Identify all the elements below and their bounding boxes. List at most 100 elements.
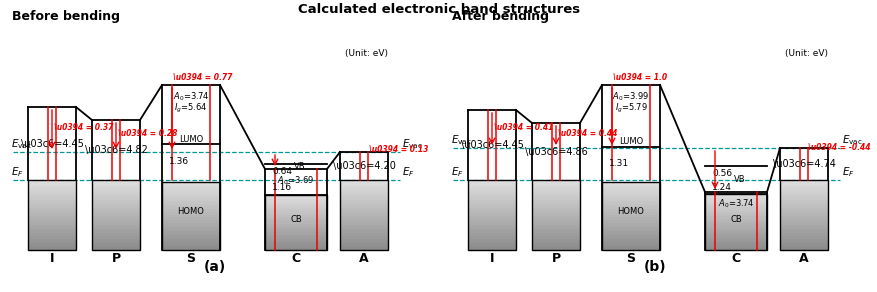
Bar [602,212,660,215]
Bar [265,217,326,219]
Bar [531,188,580,191]
Bar [162,242,220,245]
Text: (a): (a) [203,260,226,274]
Bar [531,222,580,225]
Bar [28,211,76,214]
Bar [704,210,766,212]
Bar [265,241,326,244]
Bar [92,180,139,183]
Bar [467,219,516,222]
Bar [162,209,220,212]
Bar [339,191,388,194]
Bar [162,237,220,239]
Bar [92,208,139,211]
Text: $E_F$: $E_F$ [402,165,414,179]
Text: HOMO: HOMO [177,206,204,215]
Bar [602,215,660,217]
Bar [92,239,139,241]
Bar [339,244,388,247]
Text: P: P [551,253,560,265]
Text: 1.36: 1.36 [168,157,189,166]
Bar [704,194,766,196]
Bar [467,194,516,197]
Bar [531,180,580,183]
Bar [162,228,220,231]
Bar [265,224,326,226]
Bar [467,241,516,244]
Bar [602,223,660,225]
Bar [602,201,660,204]
Bar [28,244,76,247]
Bar [779,216,827,219]
Bar [162,225,220,228]
Text: LUMO: LUMO [179,135,203,143]
Bar [704,201,766,203]
Bar [779,208,827,211]
Text: $E_{\rm vac}$: $E_{\rm vac}$ [451,133,471,147]
Bar [467,200,516,202]
Bar [531,241,580,244]
Bar [339,200,388,202]
Bar [265,195,326,197]
Bar [467,239,516,241]
Text: \u03c6=4.20: \u03c6=4.20 [332,161,395,171]
Bar [265,219,326,221]
Bar [704,237,766,239]
Bar [779,247,827,250]
Bar [92,202,139,205]
Bar [339,233,388,236]
Bar [28,236,76,239]
Bar [92,233,139,236]
Bar [339,216,388,219]
Bar [162,245,220,247]
Bar [531,233,580,236]
Bar [339,241,388,244]
Bar [704,199,766,201]
Text: Calculated electronic band structures: Calculated electronic band structures [297,3,580,16]
Text: \u0394 = 0.13: \u0394 = 0.13 [368,145,428,154]
Bar [162,193,220,196]
Bar [779,214,827,216]
Bar [265,213,326,215]
Bar [704,194,766,250]
Bar [704,239,766,241]
Text: C: C [731,253,739,265]
Bar [704,248,766,250]
Bar [162,198,220,201]
Bar [779,205,827,208]
Bar [602,193,660,196]
Bar [779,222,827,225]
Bar [467,183,516,186]
Bar [602,239,660,242]
Bar [779,194,827,197]
Bar [265,211,326,213]
Bar [467,222,516,225]
Text: HOMO: HOMO [617,206,644,215]
Bar [339,183,388,186]
Bar [28,222,76,225]
Text: \u0394 = 0.28: \u0394 = 0.28 [118,129,177,138]
Bar [92,188,139,191]
Bar [265,204,326,206]
Bar [92,183,139,186]
Bar [531,230,580,233]
Text: $E_F$: $E_F$ [451,165,463,179]
Text: 1.24: 1.24 [711,182,731,192]
Bar [92,200,139,202]
Bar [779,191,827,194]
Text: \u03c6=4.74: \u03c6=4.74 [772,159,835,169]
Bar [602,196,660,198]
Text: A: A [359,253,368,265]
Bar [531,239,580,241]
Bar [467,247,516,250]
Bar [92,197,139,200]
Bar [779,202,827,205]
Bar [531,183,580,186]
Text: 0.56: 0.56 [711,168,731,178]
Text: (Unit: eV): (Unit: eV) [784,49,827,58]
Bar [265,232,326,234]
Text: \u0394 = 1.0: \u0394 = 1.0 [612,73,667,82]
Bar [162,239,220,242]
Text: $A_0$=3.69: $A_0$=3.69 [277,175,314,187]
Bar [779,227,827,230]
